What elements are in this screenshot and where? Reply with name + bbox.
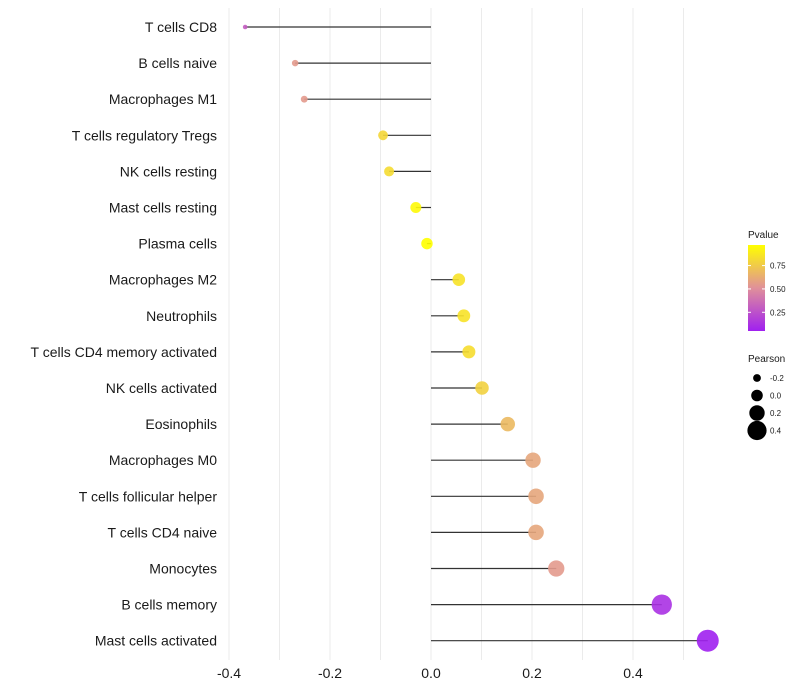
- data-point: [384, 166, 395, 177]
- colorbar-label: 0.50: [770, 285, 786, 294]
- x-tick-label: 0.0: [421, 665, 441, 681]
- y-tick-label: T cells CD8: [145, 19, 217, 35]
- y-tick-label: Macrophages M0: [109, 452, 217, 468]
- pvalue-colorbar: [748, 245, 765, 331]
- data-point: [696, 629, 719, 652]
- pearson-legend: Pearson -0.2 0.0 0.2 0.4: [747, 354, 785, 441]
- size-legend-dot: [751, 389, 763, 402]
- data-point: [452, 273, 466, 287]
- y-tick-label: Macrophages M2: [109, 272, 217, 288]
- y-axis-labels: T cells CD8 B cells naive Macrophages M1 T …: [31, 19, 218, 649]
- size-legend-dot: [753, 374, 761, 382]
- lollipop-stems: [245, 26, 708, 642]
- x-tick-label: 0.2: [522, 665, 542, 681]
- data-point: [410, 201, 422, 214]
- colorbar-label: 0.25: [770, 308, 786, 317]
- y-tick-label: Macrophages M1: [109, 91, 217, 107]
- lollipop-points: [242, 24, 719, 652]
- y-tick-label: Neutrophils: [146, 308, 217, 324]
- y-tick-label: B cells naive: [138, 55, 217, 71]
- colorbar-label: 0.75: [770, 262, 786, 271]
- data-point: [242, 24, 248, 30]
- data-point: [528, 488, 544, 505]
- y-tick-label: Eosinophils: [145, 416, 217, 432]
- x-axis-labels: -0.4 -0.2 0.0 0.2 0.4: [217, 665, 643, 681]
- size-legend-label: -0.2: [770, 374, 784, 383]
- pearson-legend-title: Pearson: [748, 354, 785, 365]
- data-point: [421, 237, 433, 250]
- data-point: [528, 524, 544, 541]
- y-tick-label: T cells CD4 naive: [108, 524, 218, 540]
- x-tick-label: -0.4: [217, 665, 241, 681]
- y-tick-label: NK cells resting: [120, 163, 217, 179]
- data-point: [500, 416, 516, 432]
- x-tick-label: -0.2: [318, 665, 342, 681]
- data-point: [462, 345, 476, 359]
- y-tick-label: Plasma cells: [138, 236, 217, 252]
- pvalue-legend: Pvalue 0.75 0.50 0.25: [748, 230, 786, 331]
- size-legend-label: 0.0: [770, 392, 782, 401]
- y-tick-label: T cells CD4 memory activated: [31, 344, 217, 360]
- y-tick-label: Mast cells resting: [109, 200, 217, 216]
- size-legend-label: 0.2: [770, 409, 782, 418]
- data-point: [651, 594, 672, 615]
- pvalue-legend-title: Pvalue: [748, 230, 779, 241]
- size-legend-dot: [749, 405, 765, 421]
- size-legend-dot: [747, 420, 767, 441]
- x-tick-label: 0.4: [623, 665, 643, 681]
- data-point: [300, 95, 308, 103]
- data-point: [457, 309, 471, 323]
- data-point: [291, 59, 299, 67]
- y-tick-label: T cells follicular helper: [79, 488, 218, 504]
- y-tick-label: NK cells activated: [106, 380, 217, 396]
- data-point: [548, 560, 565, 577]
- y-tick-label: B cells memory: [121, 597, 217, 613]
- size-legend-label: 0.4: [770, 427, 782, 436]
- y-tick-label: Mast cells activated: [95, 633, 217, 649]
- y-tick-label: Monocytes: [149, 561, 217, 577]
- grid-lines: [228, 8, 684, 660]
- data-point: [525, 452, 541, 468]
- data-point: [378, 130, 388, 141]
- y-tick-label: T cells regulatory Tregs: [72, 127, 217, 143]
- data-point: [475, 381, 489, 395]
